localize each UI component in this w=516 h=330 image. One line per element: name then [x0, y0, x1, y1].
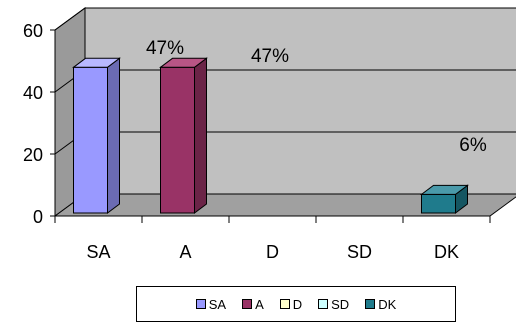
y-tick-label: 60 — [23, 21, 43, 41]
x-category-label: A — [179, 242, 191, 262]
bar-side-a — [194, 57, 207, 214]
legend-label: D — [292, 296, 303, 312]
legend-item-d: D — [279, 296, 303, 312]
x-category-label: DK — [434, 242, 459, 262]
legend-item-sa: SA — [195, 296, 227, 312]
legend-label: A — [255, 296, 264, 312]
data-label: 47% — [251, 46, 289, 67]
legend-item-sd: SD — [318, 297, 349, 312]
chart-back-wall — [84, 7, 516, 195]
legend-label: SA — [208, 296, 227, 312]
bar-sa — [73, 66, 108, 214]
chart-legend: SA A D SD DK — [136, 286, 456, 322]
data-label: 47% — [146, 38, 184, 59]
x-category-label: SD — [347, 242, 372, 262]
legend-swatch — [365, 299, 376, 309]
y-tick-label: 0 — [33, 207, 43, 227]
bar-top-a — [159, 57, 208, 68]
legend-item-dk: DK — [365, 297, 396, 312]
legend-swatch — [279, 299, 290, 309]
y-tick-label: 20 — [23, 145, 43, 165]
bar-top-sa — [72, 57, 121, 68]
y-tick-label: 40 — [23, 83, 43, 103]
x-category-label: SA — [86, 242, 110, 262]
data-label: 6% — [459, 135, 487, 156]
legend-item-a: A — [242, 297, 264, 312]
bar-top-dk — [420, 184, 469, 195]
bar-a — [160, 66, 195, 214]
gridline — [54, 7, 516, 31]
legend-label: DK — [378, 296, 397, 312]
legend-swatch — [195, 299, 206, 309]
legend-swatch — [242, 299, 253, 309]
x-category-label: D — [266, 242, 279, 262]
bar-side-sa — [107, 57, 120, 214]
bar-chart: 0 20 40 60 SA A D SD DK 47% 47% 6% — [23, 7, 516, 262]
legend-swatch — [318, 299, 329, 309]
legend-label: SD — [331, 296, 350, 312]
bar-dk — [421, 193, 456, 214]
